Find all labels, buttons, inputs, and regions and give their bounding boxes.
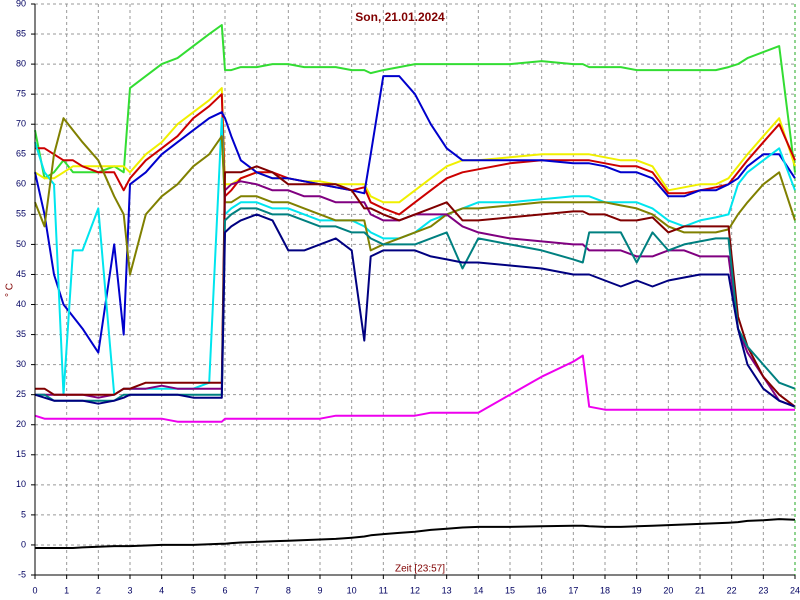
x-tick-label: 8 <box>286 585 291 595</box>
x-tick-label: 5 <box>191 585 196 595</box>
x-tick-label: 2 <box>96 585 101 595</box>
x-tick-label: 16 <box>537 585 547 595</box>
x-tick-label: 1 <box>64 585 69 595</box>
y-tick-label: 15 <box>16 449 26 459</box>
chart-title: Son, 21.01.2024 <box>355 10 445 24</box>
x-tick-label: 10 <box>347 585 357 595</box>
lines <box>34 24 796 549</box>
y-tick-label: 0 <box>21 539 26 549</box>
y-tick-label: 75 <box>16 89 26 99</box>
y-tick-label: -5 <box>18 569 26 579</box>
series-line <box>35 93 796 216</box>
x-tick-label: 17 <box>568 585 578 595</box>
series-line <box>35 518 796 549</box>
x-tick-label: 20 <box>663 585 673 595</box>
y-tick-label: 60 <box>16 179 26 189</box>
x-tick-label: 4 <box>159 585 164 595</box>
x-tick-label: 19 <box>632 585 642 595</box>
y-axis-label: ° C <box>5 283 16 297</box>
x-tick-label: 23 <box>758 585 768 595</box>
y-tick-label: 5 <box>21 509 26 519</box>
x-tick-label: 21 <box>695 585 705 595</box>
x-tick-label: 24 <box>790 585 800 595</box>
x-tick-label: 12 <box>410 585 420 595</box>
x-axis-label: Zeit [23:57] <box>395 564 445 575</box>
y-tick-label: 45 <box>16 269 26 279</box>
y-tick-label: 55 <box>16 209 26 219</box>
y-tick-label: 85 <box>16 28 26 38</box>
x-tick-label: 9 <box>317 585 322 595</box>
series-line <box>34 354 795 423</box>
series-line <box>34 87 796 204</box>
x-tick-label: 18 <box>600 585 610 595</box>
y-tick-label: 30 <box>16 359 26 369</box>
x-tick-label: 7 <box>254 585 259 595</box>
x-tick-label: 0 <box>32 585 37 595</box>
y-tick-label: 80 <box>16 58 26 68</box>
x-tick-label: 3 <box>127 585 132 595</box>
x-tick-label: 14 <box>473 585 483 595</box>
y-tick-label: 10 <box>16 479 26 489</box>
x-tick-label: 11 <box>379 585 388 595</box>
y-tick-label: 25 <box>16 389 26 399</box>
series-line <box>34 24 796 180</box>
series-line <box>34 75 796 354</box>
y-tick-label: 35 <box>16 329 26 339</box>
x-tick-label: 15 <box>505 585 515 595</box>
y-tick-label: 50 <box>16 239 26 249</box>
series-line <box>35 165 796 408</box>
y-tick-label: 65 <box>16 149 26 159</box>
y-tick-label: 90 <box>16 0 26 8</box>
x-tick-label: 13 <box>442 585 452 595</box>
y-tick-label: 70 <box>16 119 26 129</box>
y-tick-label: 20 <box>16 419 26 429</box>
series-line <box>34 213 796 408</box>
x-tick-label: 22 <box>727 585 737 595</box>
y-tick-label: 40 <box>16 299 26 309</box>
x-tick-label: 6 <box>222 585 227 595</box>
